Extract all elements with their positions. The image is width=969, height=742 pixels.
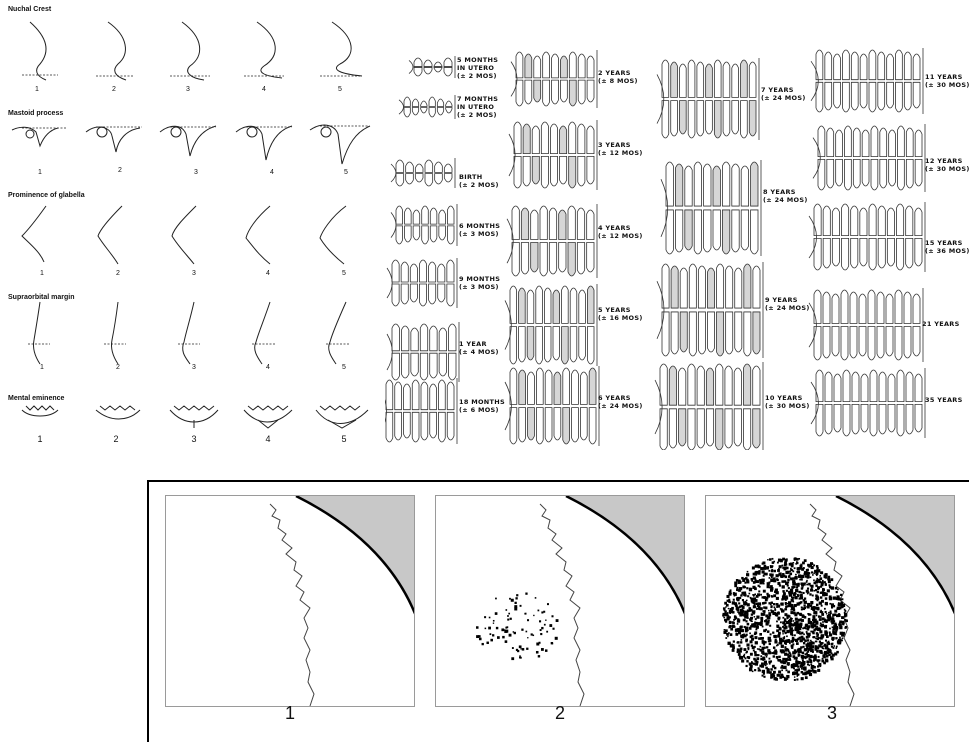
mental-eminence-drawings <box>21 405 369 429</box>
dentition-sketch <box>656 58 760 140</box>
mastoid-process-drawings <box>11 124 371 165</box>
score-label: 1 <box>37 434 43 444</box>
stage-label: 2 <box>554 703 565 723</box>
score-label: 5 <box>338 86 342 93</box>
score-label: 2 <box>118 167 122 174</box>
age-label: 11 YEARS (± 30 MOS) <box>925 73 969 89</box>
score-label: 2 <box>116 364 120 371</box>
score-label: 5 <box>342 270 346 277</box>
score-label: 5 <box>344 169 348 176</box>
dentition-sketch <box>398 95 456 119</box>
trait-title-mastoid-process: Mastoid process <box>8 110 64 117</box>
score-label: 4 <box>262 86 266 93</box>
age-label: 21 YEARS <box>922 320 960 328</box>
dentition-sketch <box>510 50 598 108</box>
age-label: 5 YEARS (± 16 MOS) <box>598 306 643 322</box>
age-label: 35 YEARS <box>925 396 963 404</box>
score-label: 3 <box>192 364 196 371</box>
stage-panel-3 <box>705 495 955 707</box>
trait-drawings <box>11 21 371 429</box>
lesion-sparse <box>476 592 559 661</box>
dentition-sketch <box>504 366 600 446</box>
age-label: 18 MONTHS (± 6 MOS) <box>459 398 505 414</box>
score-label: 3 <box>192 270 196 277</box>
dentition-sketch <box>390 158 456 188</box>
score-label: 2 <box>112 86 116 93</box>
lesion-dense <box>722 557 848 681</box>
stage-panel-frame <box>147 480 969 742</box>
score-label: 1 <box>40 364 44 371</box>
dentition-sketch <box>812 124 926 192</box>
dentition-sketch <box>408 56 456 78</box>
age-label: 9 MONTHS (± 3 MOS) <box>459 275 501 291</box>
age-label: 4 YEARS (± 12 MOS) <box>598 224 643 240</box>
stage-label: 3 <box>826 703 837 723</box>
age-label: 3 YEARS (± 12 MOS) <box>598 141 643 157</box>
score-label: 1 <box>35 86 39 93</box>
stage-1-drawing <box>269 496 414 706</box>
dentition-sketch <box>656 262 764 358</box>
dentition-sketch <box>808 288 924 362</box>
age-label: 8 YEARS (± 24 MOS) <box>763 188 808 204</box>
age-label: 1 YEAR (± 4 MOS) <box>459 340 499 356</box>
dentition-sketch <box>386 322 460 382</box>
dentition-sketch <box>385 378 458 444</box>
score-label: 4 <box>270 169 274 176</box>
dentition-sketch <box>810 48 924 114</box>
dentition-sketch <box>810 368 926 438</box>
stage-2-drawing <box>476 496 684 706</box>
nuchal-crest-drawings <box>22 21 363 81</box>
score-label: 1 <box>40 270 44 277</box>
dental-development-chart: 5 MONTHS IN UTERO (± 2 MOS) 7 MONTHS IN UTE… <box>385 40 969 450</box>
score-label: 5 <box>342 364 346 371</box>
dentition-sketch <box>654 362 764 450</box>
age-label: 7 YEARS (± 24 MOS) <box>761 86 806 102</box>
stage-panel-1 <box>165 495 415 707</box>
dentition-sketch <box>660 160 762 256</box>
dentition-drawings <box>385 48 926 450</box>
score-label: 4 <box>266 270 270 277</box>
age-label: 6 YEARS (± 24 MOS) <box>598 394 643 410</box>
age-label: 10 YEARS (± 30 MOS) <box>765 394 810 410</box>
trait-title-supraorbital-margin: Supraorbital margin <box>8 294 75 301</box>
dentition-sketch <box>808 202 926 272</box>
dentition-sketch <box>504 284 598 366</box>
stage-panel-2 <box>435 495 685 707</box>
score-label: 4 <box>265 434 271 444</box>
age-label: 6 MONTHS (± 3 MOS) <box>459 222 501 238</box>
score-label: 2 <box>116 270 120 277</box>
trait-title-mental-eminence: Mental eminence <box>8 395 65 402</box>
dentition-sketch <box>386 258 458 308</box>
stage-label: 1 <box>284 703 295 723</box>
age-label: 2 YEARS (± 8 MOS) <box>598 69 638 85</box>
dentition-sketch <box>508 120 598 190</box>
score-label: 3 <box>186 86 190 93</box>
trait-title-glabella: Prominence of glabella <box>8 192 85 199</box>
score-label: 3 <box>191 434 197 444</box>
age-label: BIRTH (± 2 MOS) <box>459 173 499 189</box>
glabella-drawings <box>21 205 347 265</box>
score-label: 5 <box>341 434 347 444</box>
age-label: 12 YEARS (± 30 MOS) <box>925 157 969 173</box>
supraorbital-margin-drawings <box>28 301 350 365</box>
age-label: 15 YEARS (± 36 MOS) <box>925 239 969 255</box>
stage-3-drawing <box>722 496 954 706</box>
score-label: 3 <box>194 169 198 176</box>
dentition-sketch <box>506 204 598 278</box>
age-label: 7 MONTHS IN UTERO (± 2 MOS) <box>457 95 499 119</box>
score-label: 4 <box>266 364 270 371</box>
dentition-sketch <box>390 204 458 246</box>
age-label: 5 MONTHS IN UTERO (± 2 MOS) <box>457 56 499 80</box>
score-label: 1 <box>38 169 42 176</box>
trait-title-nuchal-crest: Nuchal Crest <box>8 6 52 13</box>
score-label: 2 <box>113 434 119 444</box>
age-label: 9 YEARS (± 24 MOS) <box>765 296 810 312</box>
